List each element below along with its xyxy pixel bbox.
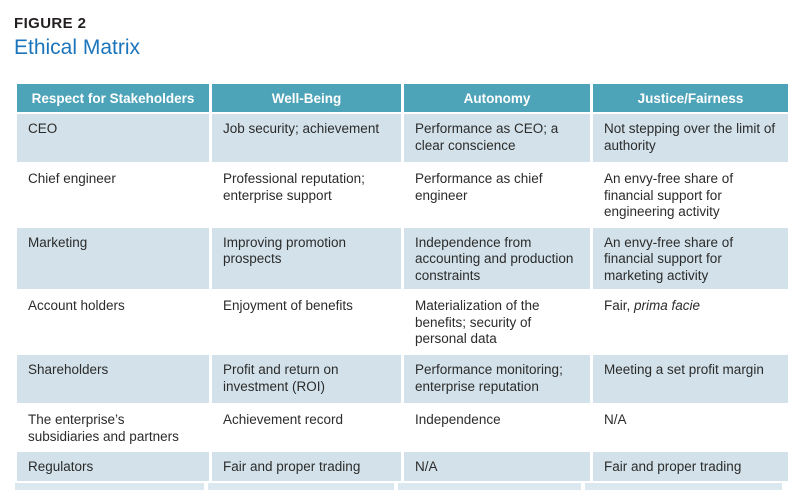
cell-stakeholder: Chief engineer — [14, 162, 212, 228]
cell-autonomy: Independence — [401, 403, 593, 452]
cell-justice: Meeting a set profit margin — [590, 353, 791, 405]
cell-justice-italic-text: prima facie — [634, 298, 701, 313]
partial-next-row — [15, 482, 786, 490]
column-header-respect-for-stakeholders: Respect for Stakeholders — [14, 82, 212, 114]
table-row-account-holders: Account holders Enjoyment of benefits Ma… — [14, 289, 791, 355]
cell-well-being: Enjoyment of benefits — [209, 289, 404, 355]
table-row-regulators: Regulators Fair and proper trading N/A F… — [14, 450, 791, 483]
cell-stakeholder: Regulators — [14, 450, 212, 483]
cell-justice: An envy-free share of financial support … — [590, 162, 791, 228]
cell-justice: An envy-free share of financial support … — [590, 225, 791, 291]
cell-justice: N/A — [590, 403, 791, 452]
table-row-ceo: CEO Job security; achievement Performanc… — [14, 112, 791, 164]
cell-justice: Fair and proper trading — [590, 450, 791, 483]
cell-justice-text: Fair, — [604, 298, 635, 313]
cell-stakeholder: Marketing — [14, 225, 212, 291]
cell-stakeholder: The enterprise’s subsidiaries and partne… — [14, 403, 212, 452]
ethical-matrix-table: Respect for Stakeholders Well-Being Auto… — [14, 82, 791, 483]
figure-title: Ethical Matrix — [14, 36, 141, 59]
cell-justice: Fair, prima facie — [590, 289, 791, 355]
cell-autonomy: Materialization of the benefits; securit… — [401, 289, 593, 355]
partial-cell — [398, 482, 581, 490]
cell-stakeholder: CEO — [14, 112, 212, 164]
cell-well-being: Job security; achievement — [209, 112, 404, 164]
cell-well-being: Fair and proper trading — [209, 450, 404, 483]
column-header-justice-fairness: Justice/Fairness — [590, 82, 791, 114]
cell-well-being: Achievement record — [209, 403, 404, 452]
header-row: Respect for Stakeholders Well-Being Auto… — [14, 82, 791, 114]
cell-autonomy: Performance as chief engineer — [401, 162, 593, 228]
cell-stakeholder: Shareholders — [14, 353, 212, 405]
cell-autonomy: N/A — [401, 450, 593, 483]
cell-autonomy: Performance monitoring; enterprise reput… — [401, 353, 593, 405]
cell-well-being: Professional reputation; enterprise supp… — [209, 162, 404, 228]
cell-stakeholder: Account holders — [14, 289, 212, 355]
table-row-marketing: Marketing Improving promotion prospects … — [14, 225, 791, 291]
figure-container: FIGURE 2 Ethical Matrix Respect for Stak… — [14, 15, 791, 483]
partial-cell — [15, 482, 204, 490]
partial-cell — [585, 482, 782, 490]
partial-cell — [208, 482, 394, 490]
cell-justice: Not stepping over the limit of authority — [590, 112, 791, 164]
table-row-shareholders: Shareholders Profit and return on invest… — [14, 353, 791, 405]
column-header-well-being: Well-Being — [209, 82, 404, 114]
cell-autonomy: Independence from accounting and product… — [401, 225, 593, 291]
column-header-autonomy: Autonomy — [401, 82, 593, 114]
cell-well-being: Profit and return on investment (ROI) — [209, 353, 404, 405]
cell-well-being: Improving promotion prospects — [209, 225, 404, 291]
table-row-chief-engineer: Chief engineer Professional reputation; … — [14, 162, 791, 228]
figure-label: FIGURE 2 — [14, 15, 87, 32]
table-row-subsidiaries-partners: The enterprise’s subsidiaries and partne… — [14, 403, 791, 452]
cell-autonomy: Performance as CEO; a clear conscience — [401, 112, 593, 164]
